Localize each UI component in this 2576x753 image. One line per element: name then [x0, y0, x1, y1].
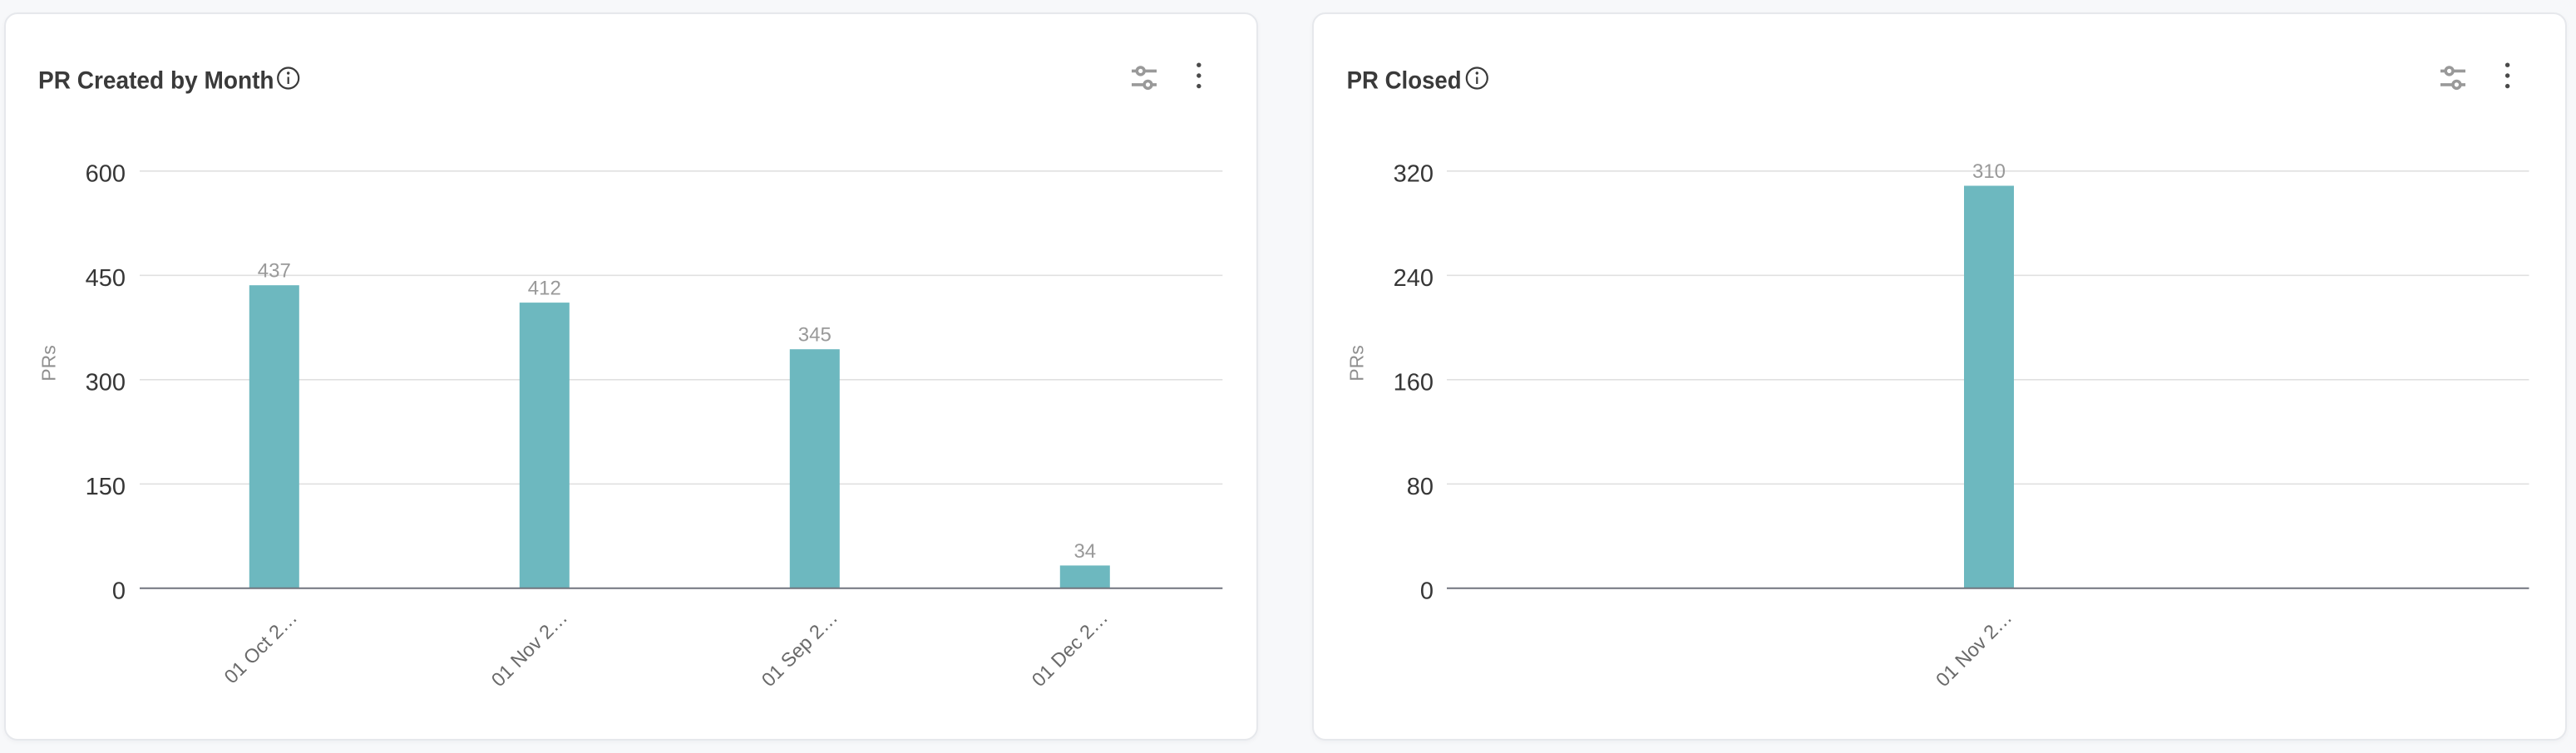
svg-text:240: 240 [1394, 265, 1434, 292]
svg-text:01 Sep 2…: 01 Sep 2… [758, 607, 842, 691]
svg-text:345: 345 [798, 324, 832, 347]
svg-text:01 Dec 2…: 01 Dec 2… [1028, 607, 1113, 691]
svg-text:80: 80 [1407, 474, 1434, 500]
svg-text:PR Closed: PR Closed [1347, 67, 1462, 95]
svg-text:PRs: PRs [38, 345, 60, 381]
svg-text:320: 320 [1394, 160, 1434, 187]
svg-text:600: 600 [86, 160, 126, 187]
svg-text:PRs: PRs [1346, 345, 1368, 381]
svg-text:PR Created by Month: PR Created by Month [38, 67, 274, 95]
svg-text:150: 150 [86, 474, 126, 500]
svg-text:450: 450 [86, 265, 126, 292]
svg-text:34: 34 [1073, 540, 1096, 563]
svg-text:01 Oct 2…: 01 Oct 2… [220, 607, 302, 688]
svg-text:0: 0 [112, 578, 126, 604]
svg-text:01 Nov 2…: 01 Nov 2… [487, 607, 572, 691]
svg-text:412: 412 [528, 278, 561, 300]
svg-text:300: 300 [86, 369, 126, 396]
svg-text:310: 310 [1972, 160, 2006, 183]
svg-text:437: 437 [258, 260, 291, 283]
svg-text:0: 0 [1420, 578, 1434, 604]
svg-text:160: 160 [1394, 369, 1434, 396]
svg-text:01 Nov 2…: 01 Nov 2… [1932, 607, 2016, 691]
